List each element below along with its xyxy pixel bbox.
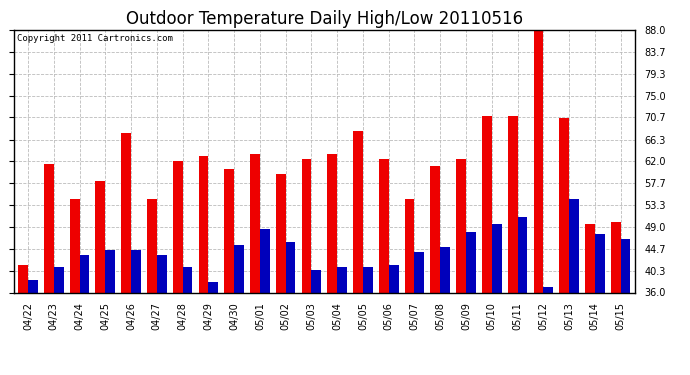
Bar bbox=[28, 280, 38, 292]
Bar bbox=[250, 154, 260, 292]
Bar bbox=[363, 267, 373, 292]
Bar bbox=[456, 159, 466, 292]
Bar bbox=[106, 250, 115, 292]
Bar bbox=[44, 164, 54, 292]
Bar bbox=[18, 265, 28, 292]
Bar bbox=[286, 242, 295, 292]
Bar bbox=[466, 232, 476, 292]
Bar bbox=[492, 224, 502, 292]
Bar bbox=[147, 199, 157, 292]
Title: Outdoor Temperature Daily High/Low 20110516: Outdoor Temperature Daily High/Low 20110… bbox=[126, 10, 523, 28]
Bar bbox=[405, 199, 415, 292]
Bar bbox=[183, 267, 193, 292]
Bar bbox=[585, 224, 595, 292]
Bar bbox=[379, 159, 388, 292]
Bar bbox=[199, 156, 208, 292]
Bar bbox=[595, 234, 604, 292]
Bar bbox=[121, 134, 131, 292]
Bar bbox=[611, 222, 620, 292]
Bar bbox=[302, 159, 311, 292]
Bar bbox=[311, 270, 322, 292]
Bar bbox=[569, 199, 579, 292]
Bar bbox=[440, 247, 450, 292]
Bar bbox=[208, 282, 218, 292]
Bar bbox=[79, 255, 89, 292]
Bar bbox=[260, 230, 270, 292]
Bar bbox=[508, 116, 518, 292]
Bar bbox=[337, 267, 347, 292]
Bar bbox=[353, 131, 363, 292]
Bar bbox=[224, 169, 234, 292]
Bar bbox=[431, 166, 440, 292]
Bar bbox=[172, 161, 183, 292]
Bar bbox=[157, 255, 166, 292]
Bar bbox=[560, 118, 569, 292]
Text: Copyright 2011 Cartronics.com: Copyright 2011 Cartronics.com bbox=[17, 34, 172, 43]
Bar bbox=[54, 267, 63, 292]
Bar bbox=[620, 240, 631, 292]
Bar bbox=[533, 30, 543, 292]
Bar bbox=[415, 252, 424, 292]
Bar bbox=[327, 154, 337, 292]
Bar bbox=[95, 182, 106, 292]
Bar bbox=[518, 217, 527, 292]
Bar bbox=[388, 265, 399, 292]
Bar bbox=[70, 199, 79, 292]
Bar bbox=[131, 250, 141, 292]
Bar bbox=[482, 116, 492, 292]
Bar bbox=[276, 174, 286, 292]
Bar bbox=[543, 288, 553, 292]
Bar bbox=[234, 244, 244, 292]
